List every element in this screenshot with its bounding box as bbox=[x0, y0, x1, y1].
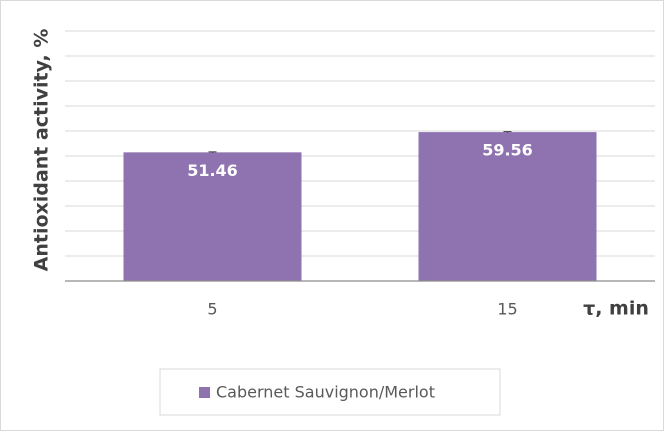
x-tick-label: 5 bbox=[207, 300, 217, 319]
bar bbox=[418, 132, 597, 281]
bar bbox=[123, 152, 302, 281]
legend-box bbox=[159, 368, 501, 416]
legend-swatch bbox=[199, 387, 210, 398]
legend-label: Cabernet Sauvignon/Merlot bbox=[216, 383, 435, 402]
data-label: 59.56 bbox=[482, 141, 533, 160]
data-label: 51.46 bbox=[187, 161, 238, 180]
x-axis-label: τ, min bbox=[583, 298, 649, 320]
y-axis-label: Antioxidant activity, % bbox=[31, 29, 53, 272]
x-tick-label: 15 bbox=[497, 300, 517, 319]
